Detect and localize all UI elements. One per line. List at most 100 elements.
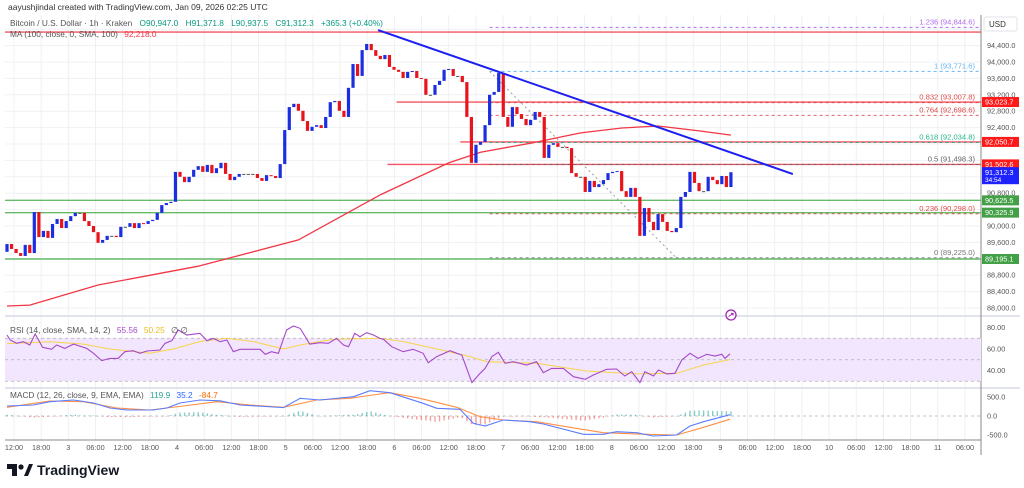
candle bbox=[87, 221, 91, 226]
candle bbox=[78, 212, 82, 214]
fibonacci-retracement[interactable]: 1.236 (94,844.6) 1 (93,771.6) 0.832 (93,00… bbox=[489, 17, 981, 259]
candle bbox=[351, 64, 355, 88]
rsi-legend[interactable]: RSI (14, close, SMA, 14, 2) 55.56 50.25 … bbox=[10, 325, 188, 335]
bar-countdown: 34:54 bbox=[985, 177, 1002, 184]
blue-trendline[interactable] bbox=[377, 29, 794, 175]
ideas-marker-icon[interactable] bbox=[725, 309, 737, 321]
candle bbox=[474, 144, 478, 163]
candle bbox=[633, 187, 637, 197]
horizontal-lines bbox=[5, 31, 981, 260]
macd-histogram-bar bbox=[543, 416, 545, 418]
ohlc-high: H91,371.8 bbox=[186, 18, 225, 28]
macd-histogram-bar bbox=[206, 413, 209, 416]
macd-histogram-bar bbox=[375, 412, 377, 416]
candle bbox=[424, 78, 428, 95]
macd-histogram-bar bbox=[74, 414, 76, 416]
candle bbox=[274, 175, 278, 179]
macd-histogram-bar bbox=[498, 416, 500, 419]
time-tick-label: 18:00 bbox=[141, 443, 159, 452]
macd-histogram-bar bbox=[288, 414, 290, 416]
trendline[interactable] bbox=[377, 29, 794, 175]
macd-histogram-bar bbox=[507, 416, 509, 417]
candle bbox=[346, 87, 351, 117]
macd-histogram-bar bbox=[712, 410, 714, 416]
candle bbox=[128, 223, 132, 227]
candle bbox=[214, 168, 219, 174]
candle bbox=[624, 191, 628, 197]
candle bbox=[592, 180, 596, 188]
candle bbox=[515, 107, 519, 115]
macd-histogram-bar bbox=[111, 416, 113, 418]
price-tick-label: 90,800.0 bbox=[987, 189, 1015, 198]
macd-histogram-bar bbox=[502, 416, 504, 417]
candle bbox=[296, 103, 300, 111]
time-tick-label: 8 bbox=[610, 443, 614, 452]
candle bbox=[173, 171, 178, 202]
candle bbox=[378, 55, 382, 60]
price-tick-label: 88,800.0 bbox=[987, 271, 1015, 280]
macd-histogram-bar bbox=[548, 416, 550, 418]
macd-histogram-bar bbox=[270, 416, 272, 417]
macd-histogram-bar bbox=[315, 415, 318, 417]
rsi-line bbox=[6, 325, 731, 384]
candle bbox=[437, 80, 442, 85]
time-tick-label: 12:00 bbox=[874, 443, 892, 452]
macd-histogram-bar bbox=[174, 413, 177, 416]
candle bbox=[255, 173, 260, 179]
macd-tick-label: -500.0 bbox=[987, 431, 1008, 440]
candle bbox=[292, 103, 296, 108]
candle bbox=[410, 71, 414, 73]
time-tick-label: 06:00 bbox=[521, 443, 539, 452]
candle bbox=[692, 171, 697, 183]
currency-label: USD bbox=[989, 20, 1006, 29]
ma-legend[interactable]: MA (100, close, 0, SMA, 100) 92,218.0 bbox=[10, 29, 157, 39]
rsi-pane bbox=[5, 325, 981, 384]
macd-histogram-bar bbox=[47, 416, 49, 417]
fib-level-label: 0.764 (92,698.6) bbox=[919, 105, 975, 114]
fib-trend-line[interactable] bbox=[489, 71, 677, 259]
ohlc-low: L90,937.5 bbox=[231, 18, 268, 28]
macd-histogram-bar bbox=[579, 416, 582, 421]
macd-histogram-bar bbox=[325, 415, 327, 417]
time-tick-label: 18:00 bbox=[684, 443, 702, 452]
candle bbox=[14, 248, 18, 254]
macd-histogram-bar bbox=[24, 416, 26, 417]
candle bbox=[583, 176, 587, 192]
time-tick-label: 18:00 bbox=[575, 443, 593, 452]
macd-histogram-bar bbox=[643, 416, 646, 417]
macd-histogram-bar bbox=[397, 416, 400, 418]
candle bbox=[715, 180, 719, 185]
grid bbox=[5, 15, 1020, 455]
macd-histogram-bar bbox=[607, 416, 609, 417]
time-tick-label: 12:00 bbox=[331, 443, 349, 452]
macd-hist-value: 119.9 bbox=[150, 390, 171, 400]
candle bbox=[506, 116, 510, 127]
macd-legend-label: MACD (12, 26, close, 9, EMA, EMA) bbox=[10, 390, 144, 400]
time-tick-label: 06:00 bbox=[630, 443, 648, 452]
price-tick-label: 92,800.0 bbox=[987, 107, 1015, 116]
macd-histogram-bar bbox=[256, 416, 259, 417]
tradingview-logo[interactable]: TradingView bbox=[7, 462, 119, 478]
candle bbox=[114, 235, 118, 238]
macd-histogram-bar bbox=[311, 414, 313, 416]
candle bbox=[82, 212, 87, 222]
symbol-label[interactable]: Bitcoin / U.S. Dollar · 1h · Kraken bbox=[10, 18, 133, 28]
macd-tick-label: 500.0 bbox=[987, 392, 1005, 401]
macd-line bbox=[6, 390, 731, 437]
macd-histogram-bar bbox=[151, 416, 154, 417]
macd-histogram-bar bbox=[420, 416, 423, 421]
macd-histogram-bar bbox=[730, 411, 732, 416]
price-tick-label: 89,600.0 bbox=[987, 238, 1015, 247]
ohlc-close: C91,312.3 bbox=[275, 18, 314, 28]
macd-histogram-bar bbox=[698, 410, 700, 416]
macd-legend[interactable]: MACD (12, 26, close, 9, EMA, EMA) 119.9 … bbox=[10, 390, 218, 400]
candle bbox=[28, 244, 32, 254]
candle bbox=[697, 182, 701, 192]
macd-histogram-bar bbox=[338, 415, 341, 416]
candle bbox=[720, 175, 724, 185]
candle bbox=[588, 180, 592, 192]
currency-button[interactable]: USD bbox=[983, 16, 1018, 32]
candle bbox=[119, 226, 123, 238]
macd-histogram-bar bbox=[520, 416, 523, 417]
